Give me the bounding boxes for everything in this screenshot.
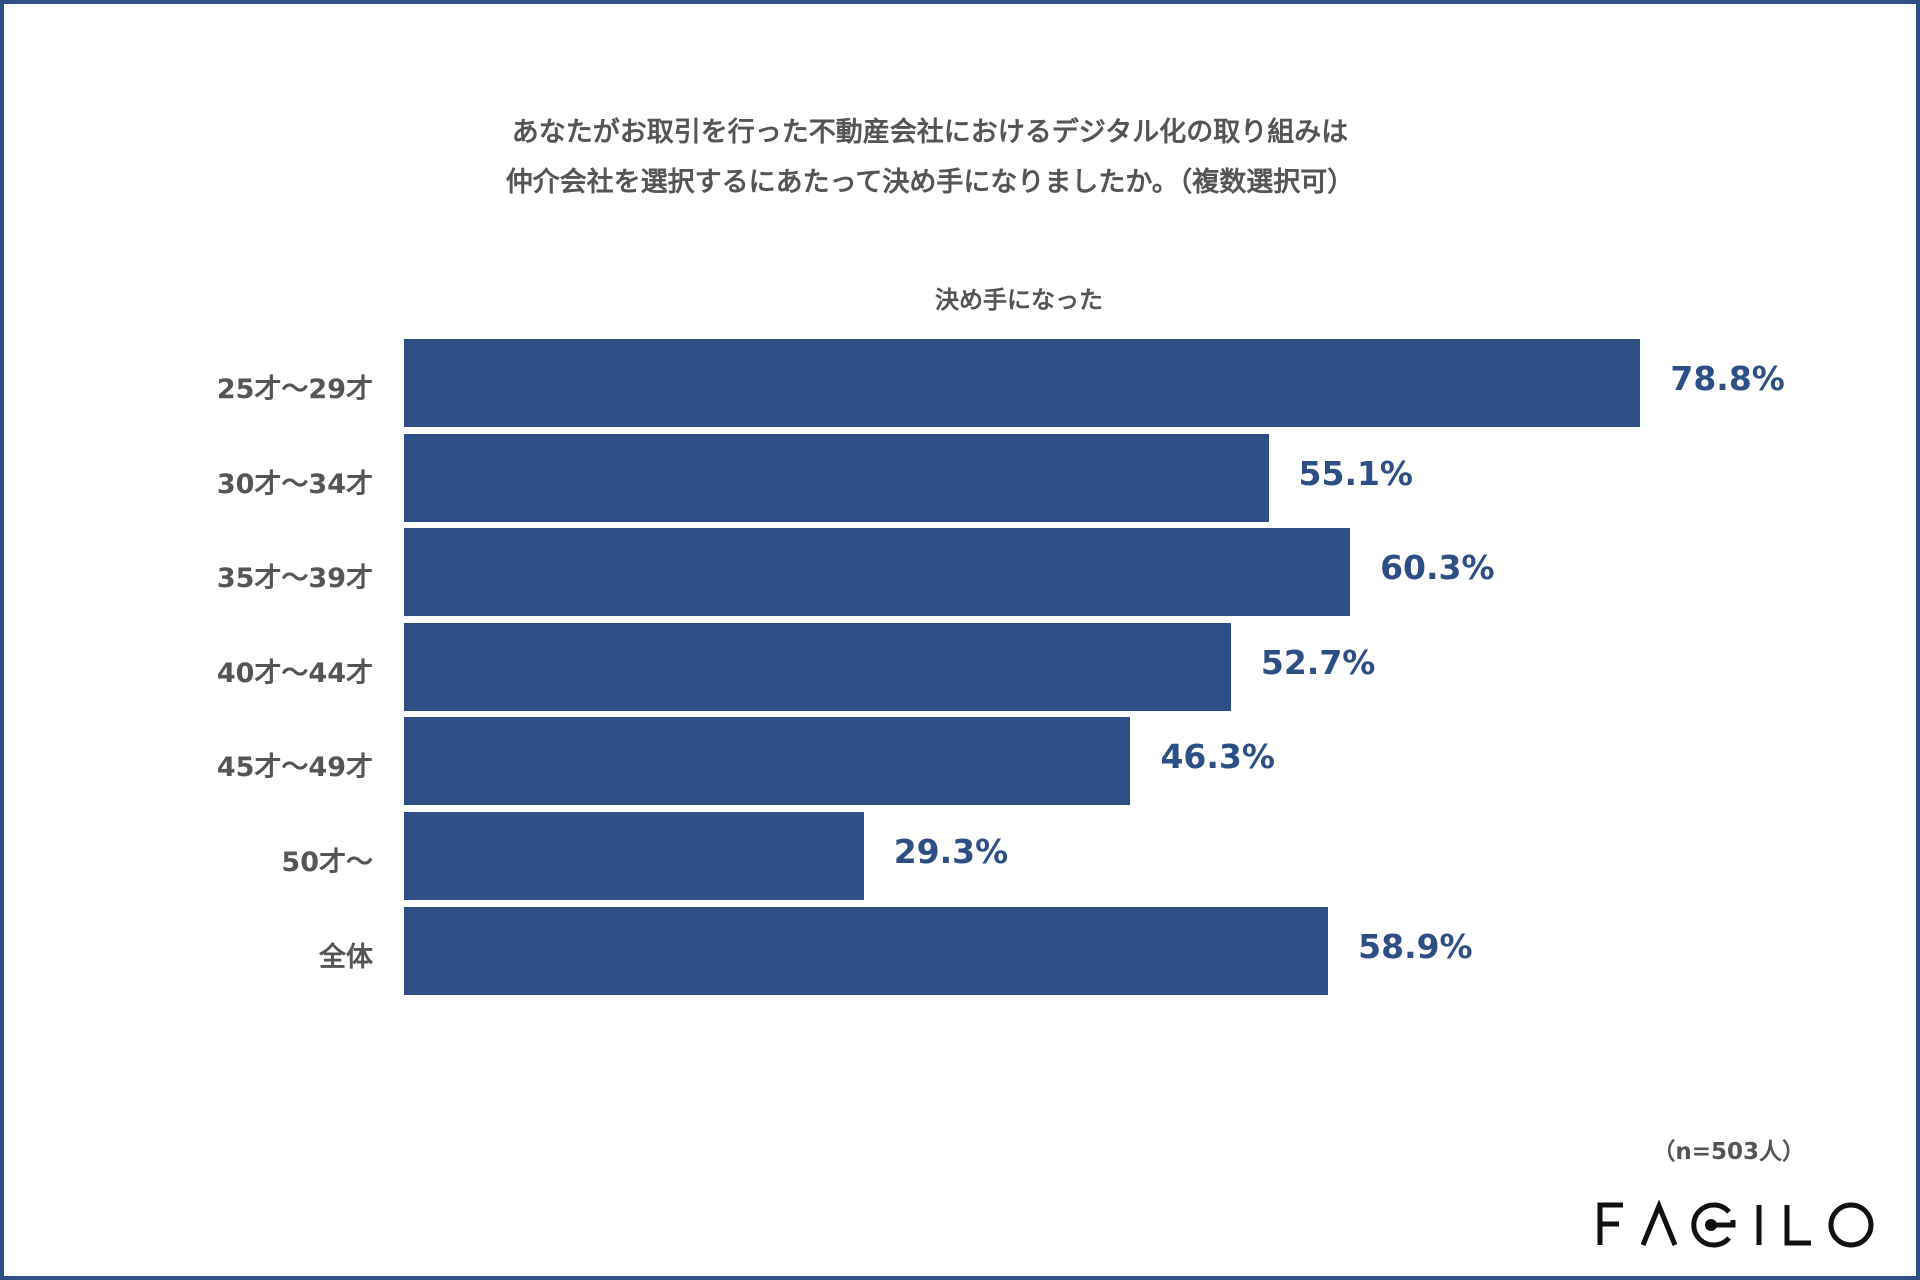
bar [404, 717, 1131, 806]
title-line-1: あなたがお取引を行った不動産会社におけるデジタル化の取り組みは [511, 117, 1349, 148]
data-label: 46.3% [1160, 737, 1275, 777]
category-label: 45才〜49才 [216, 752, 373, 784]
data-label: 58.9% [1358, 926, 1473, 966]
category-label: 35才〜39才 [216, 563, 373, 595]
data-label: 78.8% [1670, 359, 1785, 398]
data-label: 52.7% [1260, 642, 1376, 682]
category-label: 50才〜 [281, 847, 373, 878]
data-label: 29.3% [893, 832, 1009, 871]
category-label: 30才〜34才 [216, 468, 373, 500]
fagilo-logo [1595, 1199, 1880, 1254]
bar [404, 339, 1641, 427]
legend-label: 決め手になった [935, 286, 1103, 314]
data-label: 60.3% [1380, 548, 1495, 588]
bar [404, 622, 1231, 711]
data-label: 55.1% [1298, 453, 1414, 493]
bar [404, 433, 1269, 522]
title-line-2: 仲介会社を選択するにあたって決め手になりましたか。（複数選択可） [505, 167, 1355, 198]
sample-size-note: （n=503人） [1652, 1139, 1805, 1165]
bar [404, 906, 1329, 995]
category-label: 40才〜44才 [216, 657, 373, 689]
bar [404, 528, 1351, 617]
category-label: 全体 [319, 941, 373, 973]
category-label: 25才〜29才 [216, 374, 373, 405]
bar [404, 812, 864, 900]
chart-title: あなたがお取引を行った不動産会社におけるデジタル化の取り組みは 仲介会社を選択す… [0, 108, 1920, 208]
